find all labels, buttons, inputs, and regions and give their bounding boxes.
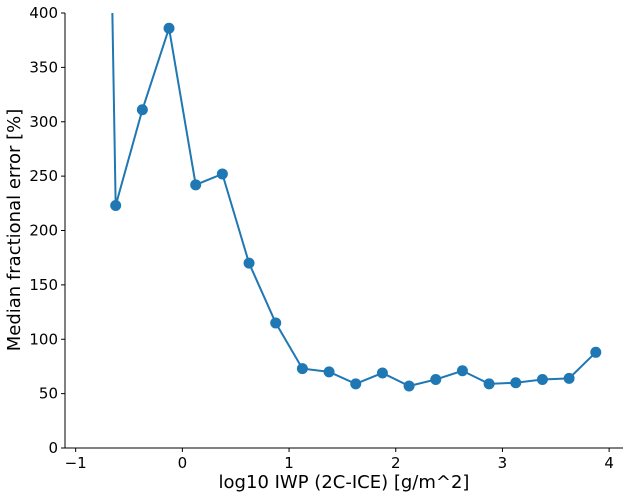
y-tick-label: 50 xyxy=(39,385,58,403)
point xyxy=(110,199,122,211)
x-tick-label: 2 xyxy=(391,454,401,472)
point xyxy=(510,377,522,389)
point xyxy=(590,346,602,358)
x-tick-label: 3 xyxy=(498,454,508,472)
point xyxy=(430,373,442,385)
x-tick-label: −1 xyxy=(65,454,87,472)
point xyxy=(456,365,468,377)
point xyxy=(190,179,202,191)
point xyxy=(563,372,575,384)
x-tick-label: 4 xyxy=(604,454,614,472)
series-line xyxy=(111,13,597,388)
point xyxy=(483,378,495,390)
point xyxy=(296,363,308,375)
x-axis-label: log10 IWP (2C-ICE) [g/m^2] xyxy=(219,472,470,493)
point xyxy=(323,366,335,378)
y-tick-label: 350 xyxy=(29,58,58,76)
x-tick-label: 1 xyxy=(284,454,294,472)
plot-area xyxy=(110,13,602,392)
point xyxy=(376,367,388,379)
point xyxy=(350,378,362,390)
point xyxy=(136,104,148,116)
y-tick-label: 250 xyxy=(29,167,58,185)
point xyxy=(403,380,415,392)
y-tick-label: 100 xyxy=(29,330,58,348)
point xyxy=(536,373,548,385)
x-tick-label: 0 xyxy=(178,454,188,472)
y-tick-label: 0 xyxy=(48,439,58,457)
y-tick-label: 150 xyxy=(29,276,58,294)
point xyxy=(163,22,175,34)
y-tick-label: 400 xyxy=(29,4,58,22)
point xyxy=(243,257,255,269)
point xyxy=(216,168,228,180)
y-tick-label: 200 xyxy=(29,222,58,240)
y-axis-label: Median fractional error [%] xyxy=(4,109,25,352)
y-tick-label: 300 xyxy=(29,113,58,131)
point xyxy=(270,317,282,329)
